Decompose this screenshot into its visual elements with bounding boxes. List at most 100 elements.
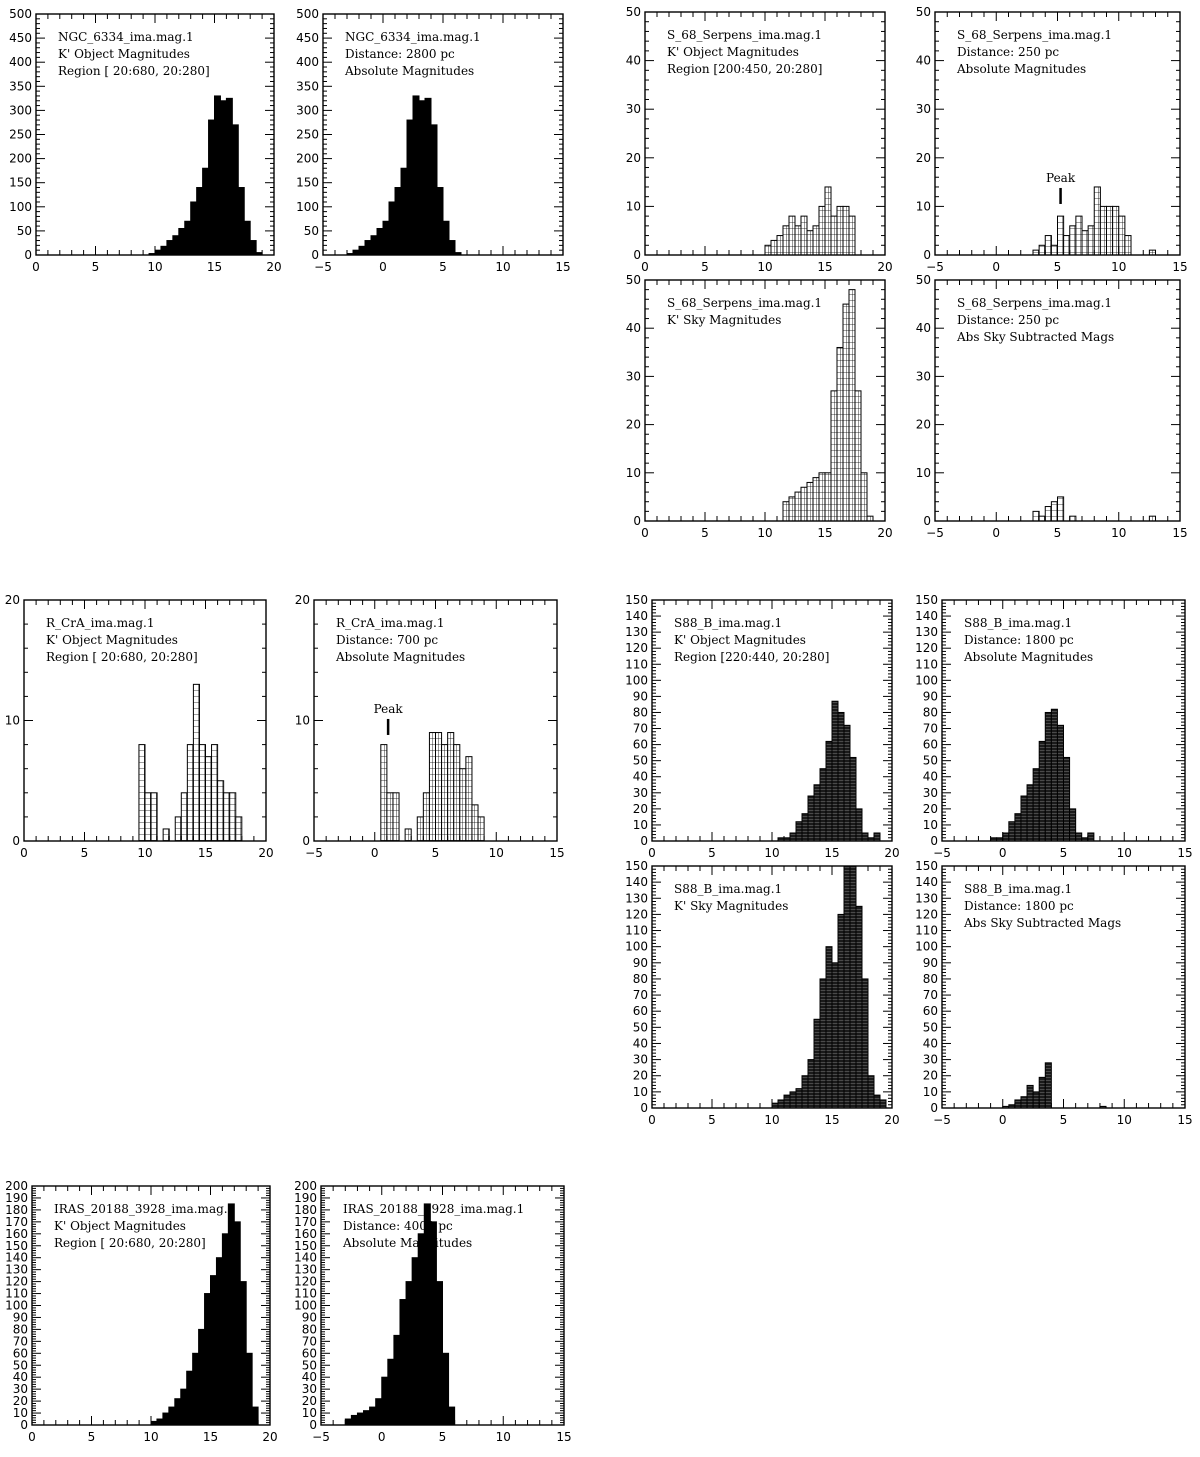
histogram-bar — [227, 1203, 235, 1426]
histogram-bar — [824, 472, 832, 522]
y-tick-label: 10 — [626, 466, 641, 480]
x-tick-label: 20 — [884, 846, 899, 860]
y-tick-label: 300 — [296, 103, 319, 117]
annotation-line: NGC_6334_ima.mag.1 — [345, 30, 481, 44]
y-tick-label: 30 — [302, 1382, 317, 1396]
y-tick-label: 40 — [923, 770, 938, 784]
histogram-bar — [1075, 215, 1083, 256]
histogram-bar — [211, 744, 219, 842]
x-tick-label: 0 — [999, 846, 1007, 860]
y-tick-label: 30 — [916, 369, 931, 383]
y-tick-label: 140 — [915, 609, 938, 623]
histogram-bar — [1038, 244, 1046, 256]
histogram-bar — [849, 865, 857, 1109]
histogram-bar — [1056, 724, 1065, 842]
histogram-bar — [198, 1328, 206, 1426]
y-tick-label: 170 — [294, 1215, 317, 1229]
histogram-bar — [386, 792, 394, 842]
histogram-bar — [879, 1099, 887, 1109]
y-tick-label: 120 — [294, 1275, 317, 1289]
y-tick-label: 40 — [626, 54, 641, 68]
histogram-bar — [392, 792, 400, 842]
annotation-line: S_68_Serpens_ima.mag.1 — [667, 296, 822, 310]
peak-label: Peak — [1046, 171, 1076, 185]
histogram-bar — [376, 227, 384, 256]
histogram-bar — [854, 390, 862, 522]
annotation-line: S88_B_ima.mag.1 — [964, 616, 1072, 630]
y-tick-label: 20 — [916, 151, 931, 165]
x-tick-label: 20 — [266, 260, 281, 274]
histogram-panel-ngc-abs: −5 0 5 10 15050100150200250300350400450500NG… — [296, 7, 571, 274]
y-tick-label: 50 — [923, 754, 938, 768]
histogram-bar — [388, 201, 396, 256]
histogram-bar — [215, 1257, 223, 1426]
histogram-bar — [417, 1233, 425, 1426]
x-tick-label: 10 — [143, 1430, 158, 1444]
y-tick-label: 110 — [625, 657, 648, 671]
x-tick-label: 20 — [262, 1430, 277, 1444]
histogram-bar — [405, 1281, 413, 1426]
histogram-bar — [812, 477, 820, 522]
histogram-bar — [235, 816, 243, 842]
y-tick-label: 100 — [625, 673, 648, 687]
annotation-line: Distance: 2800 pc — [345, 47, 455, 61]
y-tick-label: 80 — [633, 972, 648, 986]
histogram-bar — [1020, 1096, 1028, 1109]
histogram-bar — [196, 187, 204, 256]
y-tick-label: 140 — [5, 1251, 28, 1265]
histogram-bar — [1032, 768, 1040, 842]
y-tick-label: 40 — [13, 1370, 28, 1384]
y-tick-label: 50 — [302, 1358, 317, 1372]
histogram-bar — [394, 187, 402, 256]
histogram-bar — [192, 1352, 200, 1426]
y-tick-label: 60 — [923, 738, 938, 752]
histogram-bar — [788, 215, 796, 256]
y-tick-label: 60 — [923, 1004, 938, 1018]
y-tick-label: 90 — [923, 956, 938, 970]
y-tick-label: 100 — [915, 940, 938, 954]
x-tick-label: −5 — [314, 260, 332, 274]
x-tick-label: −5 — [926, 526, 944, 540]
y-tick-label: 10 — [5, 714, 20, 728]
histogram-panel-serpens-abs-sky: −5 0 5 10 1501020304050S_68_Serpens_ima.mag.… — [916, 273, 1188, 540]
histogram-bar — [166, 240, 174, 256]
y-tick-label: 180 — [5, 1203, 28, 1217]
x-tick-label: 15 — [817, 260, 832, 274]
histogram-bar — [770, 239, 778, 256]
histogram-bar — [1014, 813, 1022, 842]
histogram-bar — [861, 978, 869, 1109]
x-tick-label: 5 — [701, 526, 709, 540]
y-tick-label: 10 — [923, 818, 938, 832]
histogram-bar — [795, 1088, 803, 1109]
histogram-bar — [849, 756, 857, 842]
y-tick-label: 60 — [633, 738, 648, 752]
histogram-bar — [393, 1334, 401, 1426]
peak-label: Peak — [374, 702, 404, 716]
annotation-line: Absolute Magnitudes — [956, 62, 1086, 76]
histogram-bar — [448, 1406, 456, 1426]
histogram-bar — [873, 1094, 881, 1109]
y-tick-label: 130 — [625, 891, 648, 905]
x-tick-label: 5 — [1054, 260, 1062, 274]
x-tick-label: 10 — [757, 260, 772, 274]
x-tick-label: 20 — [258, 846, 273, 860]
histogram-bar — [782, 225, 790, 256]
y-tick-label: 0 — [923, 248, 931, 262]
y-tick-label: 50 — [916, 5, 931, 19]
histogram-bar — [1069, 225, 1077, 256]
histogram-bar — [192, 683, 200, 842]
histogram-bar — [831, 700, 839, 842]
y-tick-label: 100 — [625, 940, 648, 954]
y-tick-label: 350 — [9, 79, 32, 93]
y-tick-label: 20 — [626, 418, 641, 432]
histogram-bar — [830, 390, 838, 522]
histogram-bar — [789, 832, 797, 842]
x-tick-label: 15 — [1177, 846, 1192, 860]
histogram-panel-iras-object: 0 5 10 15 2001020304050607080901001101201301… — [5, 1179, 278, 1444]
y-tick-label: 130 — [915, 625, 938, 639]
histogram-bar — [436, 187, 444, 256]
y-tick-label: 40 — [633, 1036, 648, 1050]
annotation-line: Region [200:450, 20:280] — [667, 62, 822, 76]
histogram-bar — [1050, 244, 1059, 256]
histogram-bar — [174, 1398, 182, 1426]
